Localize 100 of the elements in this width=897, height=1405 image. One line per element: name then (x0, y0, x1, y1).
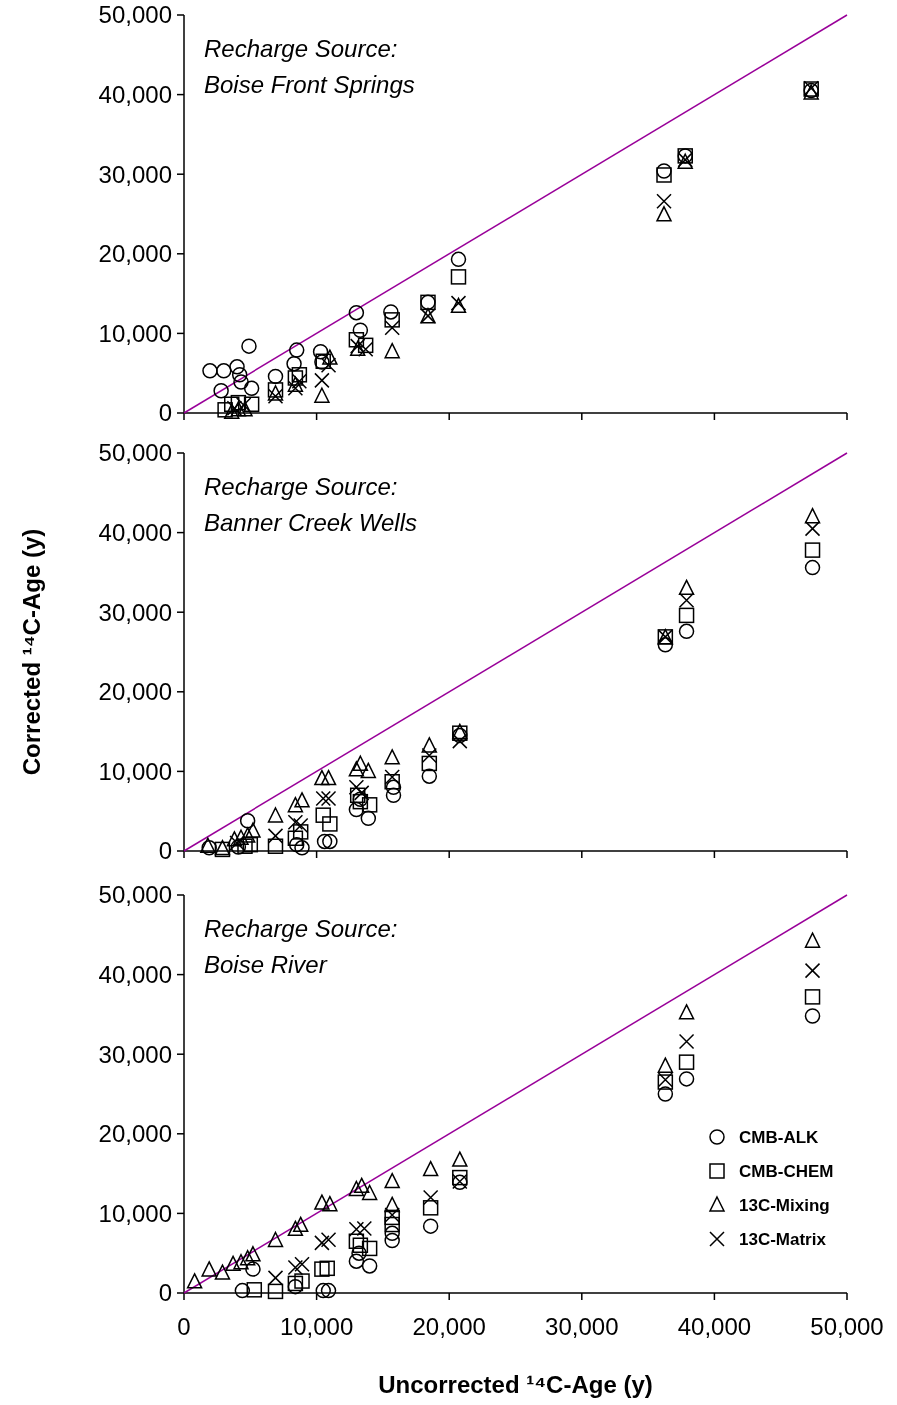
y-tick-label: 0 (158, 1279, 172, 1307)
text: Recharge Source: (204, 915, 398, 942)
y-tick-label: 20,000 (98, 1120, 172, 1148)
point (287, 830, 304, 847)
point (239, 1250, 256, 1266)
point (241, 338, 257, 354)
point (804, 989, 821, 1005)
point (450, 251, 467, 268)
text: Recharge Source: (204, 473, 398, 500)
point (214, 1264, 231, 1280)
point (267, 807, 284, 823)
point (452, 1169, 468, 1186)
x-tick-label: 50,000 (810, 1313, 884, 1340)
point (315, 1282, 331, 1299)
point (804, 962, 821, 979)
point (352, 1237, 369, 1253)
point (804, 520, 821, 537)
point (287, 370, 304, 386)
point (678, 1071, 695, 1087)
point (314, 387, 330, 404)
y-tick-label: 10,000 (98, 757, 172, 785)
point (352, 322, 369, 338)
point (294, 792, 310, 808)
point (361, 797, 378, 813)
point (267, 1283, 284, 1300)
point (421, 755, 438, 772)
point (294, 840, 310, 856)
point (678, 607, 695, 624)
point (348, 304, 365, 321)
point (657, 1057, 674, 1073)
point (384, 1196, 400, 1213)
point (225, 1255, 241, 1272)
text: Banner Creek Wells (204, 509, 417, 536)
point (804, 559, 821, 576)
point (422, 1200, 439, 1216)
point (361, 1184, 378, 1201)
y-tick-label: 40,000 (98, 81, 172, 108)
point (656, 193, 672, 210)
point (320, 1231, 337, 1248)
point (233, 1254, 249, 1270)
point (314, 372, 330, 389)
point (294, 1256, 310, 1273)
point (243, 380, 260, 397)
text: Boise Front Springs (204, 71, 415, 98)
point (322, 816, 338, 832)
y-tick-label: 10,000 (98, 319, 172, 347)
y-tick-label: 40,000 (98, 961, 172, 988)
point (320, 1282, 337, 1299)
point (292, 824, 309, 840)
point (287, 1220, 304, 1237)
point (348, 332, 365, 348)
point (360, 810, 377, 827)
point (287, 796, 304, 813)
point (322, 833, 338, 850)
point (246, 1282, 263, 1298)
x-tick-label: 40,000 (677, 1313, 752, 1340)
point (267, 1270, 284, 1286)
point (656, 167, 672, 183)
point (267, 1231, 284, 1248)
point (267, 368, 284, 385)
point (314, 769, 330, 786)
point (315, 790, 331, 807)
point (239, 813, 256, 829)
point (678, 579, 695, 596)
point (385, 779, 402, 796)
point (201, 1261, 217, 1277)
legend-label: 13C-Mixing (739, 1195, 830, 1215)
point (452, 1151, 468, 1167)
point (242, 836, 259, 853)
y-tick-label: 50,000 (98, 439, 172, 467)
point (422, 1218, 439, 1234)
legend-label: 13C-Matrix (739, 1229, 827, 1249)
y-tick-label: 0 (158, 399, 172, 427)
point (384, 1232, 400, 1249)
point (678, 623, 695, 640)
point (294, 1273, 310, 1289)
point (421, 737, 438, 753)
point (349, 787, 366, 804)
point (322, 1195, 338, 1212)
point (216, 363, 232, 379)
y-tick-label: 10,000 (98, 1199, 172, 1227)
point (656, 206, 672, 222)
point (384, 342, 400, 359)
point (348, 1253, 365, 1269)
y-tick-label: 20,000 (98, 678, 172, 706)
y-tick-label: 40,000 (98, 519, 172, 546)
point (422, 1160, 439, 1177)
point (245, 1261, 261, 1277)
point (384, 312, 400, 328)
point (316, 833, 333, 850)
point (656, 163, 672, 179)
point (315, 807, 331, 823)
point (243, 396, 260, 412)
point (383, 304, 399, 320)
y-tick-label: 30,000 (98, 160, 172, 188)
y-tick-label: 0 (158, 837, 172, 865)
point (678, 1004, 695, 1020)
point (348, 1233, 365, 1250)
y-tick-label: 20,000 (98, 240, 172, 268)
x-tick-label: 0 (177, 1313, 191, 1340)
